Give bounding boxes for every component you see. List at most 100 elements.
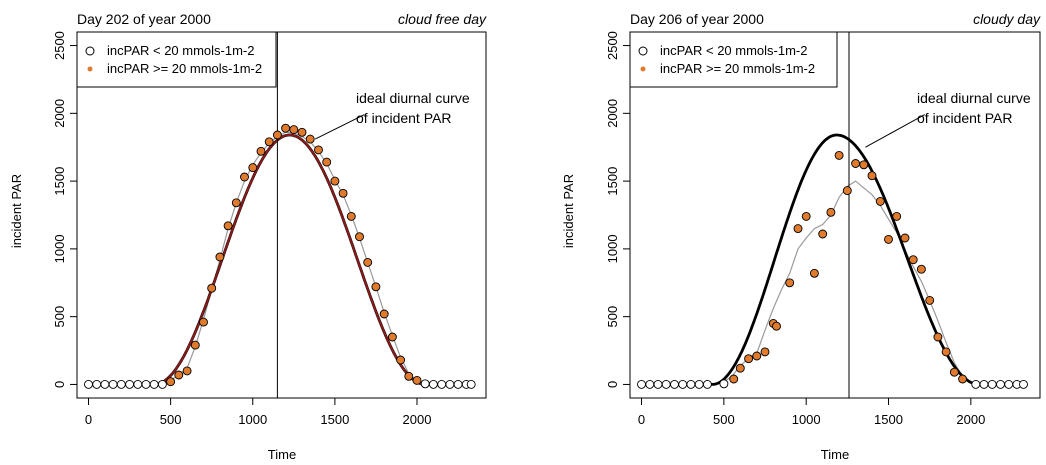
data-point-low-par [445,379,455,389]
y-tick-label: 2500 [605,31,620,60]
chart-title: Day 202 of year 2000 [77,11,211,27]
data-point-low-par [653,379,663,389]
data-point-low-par [987,379,997,389]
x-tick-label: 2000 [956,412,985,427]
data-point-high-par [729,374,739,384]
data-point-high-par [396,355,406,365]
x-tick-label: 1000 [238,412,267,427]
data-point-high-par [916,264,926,274]
data-point-low-par [108,379,118,389]
data-point-high-par [231,198,241,208]
y-tick-label: 1000 [52,234,67,263]
data-point-low-par [637,379,646,389]
data-point-low-par [466,379,476,389]
chart-title: Day 206 of year 2000 [630,11,764,27]
y-tick-label: 1500 [52,167,67,196]
data-point-high-par [412,375,422,385]
data-point-high-par [908,255,918,265]
data-point-high-par [933,332,943,342]
data-point-high-par [892,211,902,221]
data-point-low-par [979,379,989,389]
data-point-high-par [223,221,233,231]
legend-entry-filled: incPAR >= 20 mmols-1m-2 [107,61,262,76]
legend-entry-open: incPAR < 20 mmols-1m-2 [107,43,255,58]
data-point-high-par [772,321,781,331]
data-point-low-par [702,379,712,389]
data-point-low-par [719,379,729,389]
data-point-high-par [949,367,959,377]
y-tick-label: 0 [52,381,67,388]
data-point-high-par [297,127,307,137]
data-point-low-par [996,379,1005,389]
data-point-high-par [199,317,208,327]
data-point-low-par [116,379,126,389]
ideal-diurnal-curve [638,133,1026,386]
legend-marker-open [85,46,95,56]
legend: incPAR < 20 mmols-1m-2 incPAR >= 20 mmol… [76,31,277,88]
data-point-high-par [818,229,828,239]
y-tick-label: 0 [605,381,620,388]
legend: incPAR < 20 mmols-1m-2 incPAR >= 20 mmol… [629,31,838,88]
x-tick-label: 0 [638,412,645,427]
data-point-low-par [686,379,696,389]
data-point-high-par [941,347,951,357]
annotation-arrow [314,114,365,140]
legend-marker-filled [640,66,646,72]
data-point-low-par [645,379,655,389]
data-point-high-par [166,377,176,387]
annotation-arrow [865,114,925,148]
legend-marker-open [638,46,648,56]
data-point-low-par [661,379,671,389]
legend-entry-filled: incPAR >= 20 mmols-1m-2 [660,61,815,76]
data-point-high-par [281,123,291,133]
x-tick-label: 1500 [320,412,349,427]
chart-panel-day-202: Day 202 of year 2000 cloud free day inci… [9,11,487,462]
data-point-high-par [264,137,274,147]
data-point-high-par [355,232,364,242]
y-tick-label: 500 [52,306,67,328]
legend-entry-open: incPAR < 20 mmols-1m-2 [660,43,808,58]
y-tick-label: 2000 [52,99,67,128]
data-point-high-par [842,186,852,196]
y-tick-label: 500 [605,306,620,328]
data-point-high-par [859,160,869,170]
data-point-high-par [752,351,762,361]
data-point-high-par [330,176,340,186]
data-point-high-par [207,283,217,293]
data-point-high-par [809,268,819,278]
plot-frame [76,31,487,399]
measured-line [707,180,980,385]
x-axis-label: Time [268,447,296,462]
data-point-high-par [272,130,282,140]
data-point-high-par [735,363,745,373]
data-point-high-par [346,211,356,221]
data-point-low-par [971,379,981,389]
data-point-low-par [100,379,110,389]
annotation-line-1: ideal diurnal curve [917,90,1031,106]
data-point-high-par [190,340,200,350]
data-point-low-par [141,379,151,389]
annotation-line-1: ideal diurnal curve [356,90,470,106]
y-tick-label: 1500 [605,167,620,196]
data-point-low-par [694,379,704,389]
data-point-high-par [785,278,795,288]
data-point-high-par [925,295,935,305]
data-point-high-par [760,347,770,357]
legend-box [629,31,838,88]
data-point-high-par [851,159,861,168]
x-tick-label: 500 [160,412,182,427]
data-point-low-par [1004,379,1014,389]
data-point-low-par [453,379,463,389]
annotation-line-2: of incident PAR [917,110,1012,126]
data-point-low-par [84,379,93,389]
y-tick-label: 2500 [52,31,67,60]
annotation-line-2: of incident PAR [356,110,451,126]
data-point-high-par [379,309,389,319]
data-point-high-par [305,134,315,144]
x-axis-label: Time [821,447,849,462]
data-point-high-par [248,163,258,173]
data-point-high-par [826,207,836,217]
data-point-low-par [133,379,143,389]
data-point-low-par [92,379,102,389]
